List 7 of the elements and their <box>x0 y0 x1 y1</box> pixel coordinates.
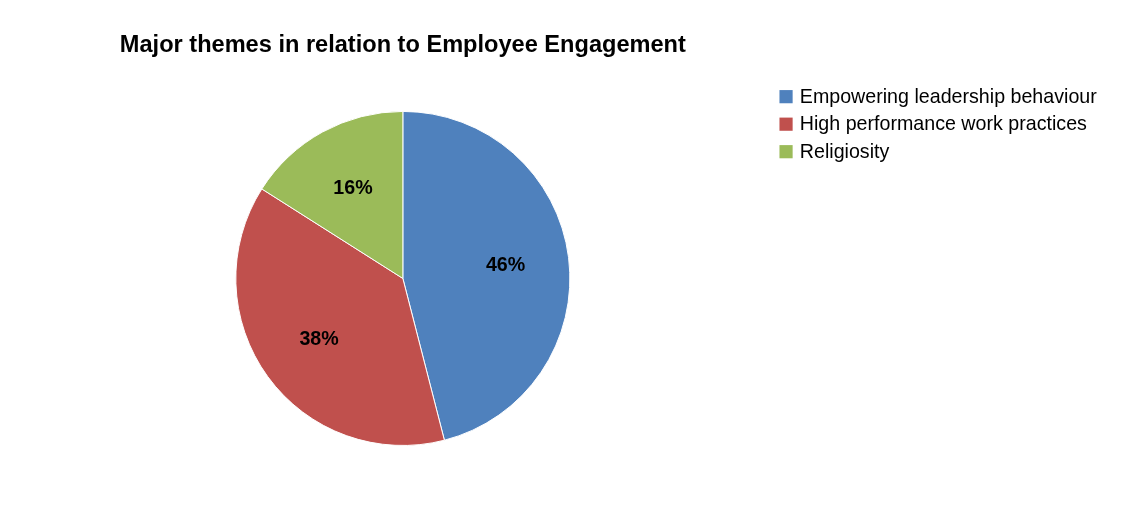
chart-title: Major themes in relation to Employee Engagement <box>119 31 686 58</box>
data-label: 16% <box>333 175 373 198</box>
legend-label: High performance work practices <box>799 112 1088 135</box>
legend-label: Religiosity <box>799 139 890 162</box>
data-label: 46% <box>485 253 526 276</box>
legend-label: Empowering leadership behaviour <box>799 84 1098 107</box>
data-label: 38% <box>299 327 339 350</box>
